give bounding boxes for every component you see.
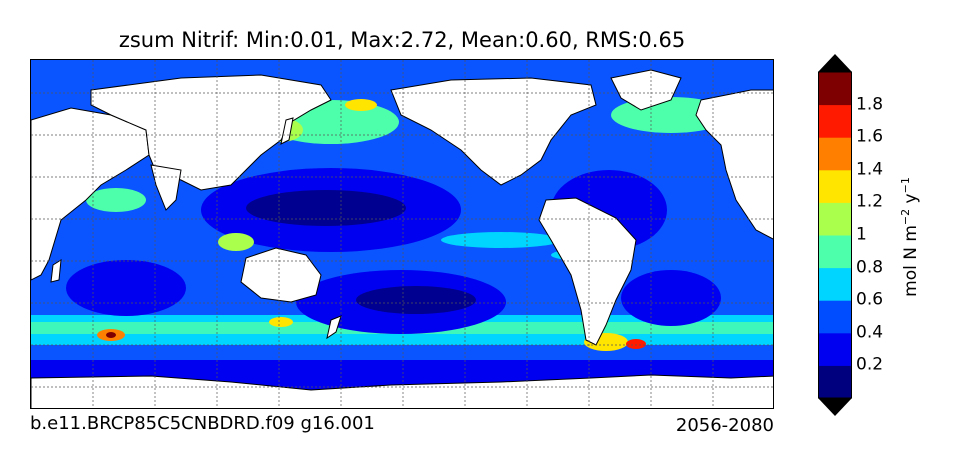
colorbar-segment	[818, 137, 852, 171]
colorbar-tick-label: 0.8	[856, 257, 884, 278]
colorbar-segment	[818, 169, 852, 203]
colorbar-segment	[818, 104, 852, 138]
colorbar-segment	[818, 202, 852, 236]
colorbar-tick-label: 0.4	[856, 322, 884, 343]
colorbar-tick-label: 1.8	[856, 94, 884, 115]
tasman-rich	[269, 317, 293, 327]
arabian-sea-rich	[86, 188, 146, 212]
map-title: zsum Nitrif: Min:0.01, Max:2.72, Mean:0.…	[118, 28, 686, 52]
colorbar-bottom-arrow	[818, 398, 852, 416]
colorbar-tick-label: 1.6	[856, 126, 884, 147]
colorbar-segment	[818, 332, 852, 366]
falkland-hotspot	[626, 339, 646, 349]
colorbar-label: mol N m−2 y−1	[899, 177, 921, 297]
colorbar-segment	[818, 300, 852, 334]
colorbar-segment	[818, 267, 852, 301]
colorbar-top-arrow	[818, 54, 852, 72]
colorbar-tick-label: 0.6	[856, 289, 884, 310]
colorbar-segment	[818, 365, 852, 399]
period-caption: 2056-2080	[675, 415, 774, 436]
indonesia-rich	[218, 233, 254, 251]
colorbar-segment	[818, 72, 852, 106]
indian-ocean-gyre	[66, 260, 186, 316]
nitrification-map	[30, 59, 774, 409]
equatorial-pacific	[441, 232, 561, 248]
colorbar-frame	[818, 71, 852, 399]
south-pacific-gyre-core	[356, 286, 476, 314]
colorbar-tick-label: 1	[856, 224, 867, 245]
colorbar-tick-label: 1.4	[856, 159, 884, 180]
run-id-caption: b.e11.BRCP85C5CNBDRD.f09 g16.001	[30, 413, 375, 434]
kerguelen-core	[106, 332, 116, 338]
colorbar-tick-label: 0.2	[856, 354, 884, 375]
colorbar	[818, 54, 852, 416]
bering-rich	[345, 99, 377, 111]
north-pacific-gyre-core	[246, 190, 406, 226]
colorbar-tick-label: 1.2	[856, 191, 884, 212]
colorbar-segment	[818, 235, 852, 269]
land-masses	[31, 69, 773, 408]
south-atlantic-gyre	[621, 270, 721, 326]
map-graticule	[31, 60, 773, 408]
